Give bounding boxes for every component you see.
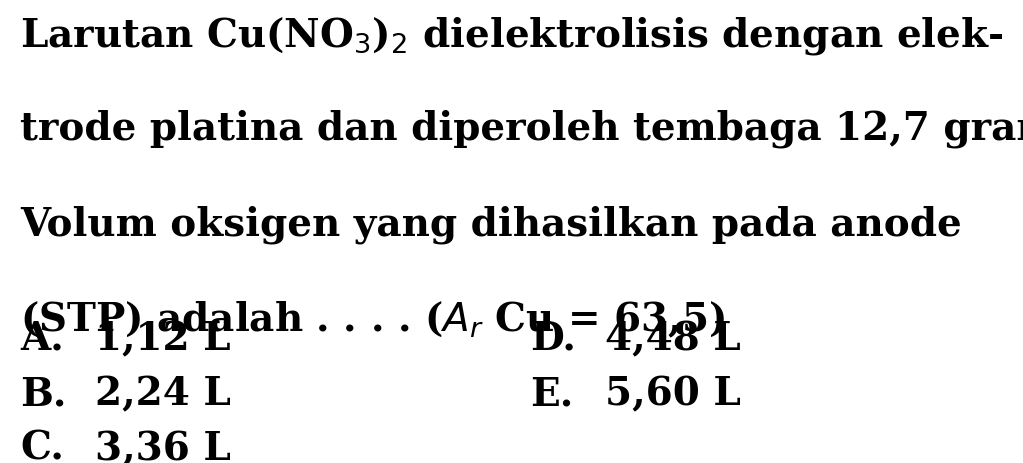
Text: 1,12 L: 1,12 L — [95, 320, 230, 358]
Text: D.: D. — [530, 320, 576, 358]
Text: Volum oksigen yang dihasilkan pada anode: Volum oksigen yang dihasilkan pada anode — [20, 205, 962, 244]
Text: trode platina dan diperoleh tembaga 12,7 gram.: trode platina dan diperoleh tembaga 12,7… — [20, 110, 1023, 149]
Text: 5,60 L: 5,60 L — [605, 375, 741, 413]
Text: (STP) adalah . . . . ($A_r$ Cu = 63,5): (STP) adalah . . . . ($A_r$ Cu = 63,5) — [20, 300, 725, 340]
Text: Larutan Cu(NO$_3$)$_2$ dielektrolisis dengan elek-: Larutan Cu(NO$_3$)$_2$ dielektrolisis de… — [20, 15, 1004, 57]
Text: 3,36 L: 3,36 L — [95, 430, 231, 463]
Text: A.: A. — [20, 320, 63, 358]
Text: C.: C. — [20, 430, 63, 463]
Text: 2,24 L: 2,24 L — [95, 375, 231, 413]
Text: 4,48 L: 4,48 L — [605, 320, 741, 358]
Text: B.: B. — [20, 375, 66, 413]
Text: E.: E. — [530, 375, 573, 413]
